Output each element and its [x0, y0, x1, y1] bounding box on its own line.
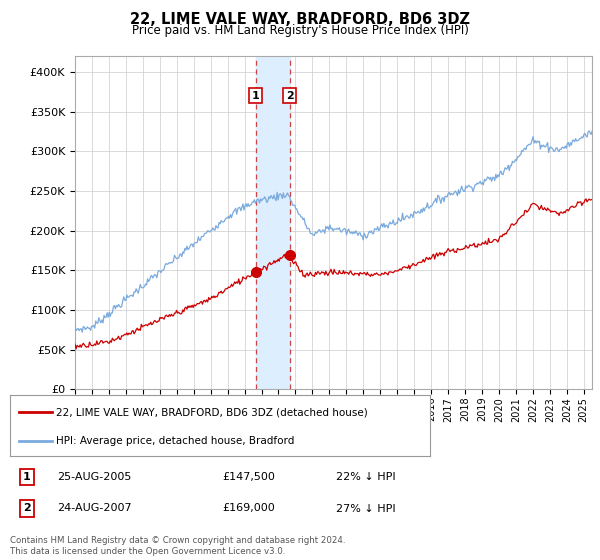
Text: 25-AUG-2005: 25-AUG-2005: [57, 472, 131, 482]
Text: 24-AUG-2007: 24-AUG-2007: [57, 503, 131, 514]
Text: 22% ↓ HPI: 22% ↓ HPI: [336, 472, 395, 482]
Text: 27% ↓ HPI: 27% ↓ HPI: [336, 503, 395, 514]
Text: £169,000: £169,000: [222, 503, 275, 514]
Text: HPI: Average price, detached house, Bradford: HPI: Average price, detached house, Brad…: [56, 436, 295, 446]
Text: 22, LIME VALE WAY, BRADFORD, BD6 3DZ (detached house): 22, LIME VALE WAY, BRADFORD, BD6 3DZ (de…: [56, 407, 368, 417]
Text: £147,500: £147,500: [222, 472, 275, 482]
Text: Contains HM Land Registry data © Crown copyright and database right 2024.
This d: Contains HM Land Registry data © Crown c…: [10, 536, 346, 556]
Text: 1: 1: [23, 472, 31, 482]
Bar: [256, 56, 290, 389]
Text: Price paid vs. HM Land Registry's House Price Index (HPI): Price paid vs. HM Land Registry's House …: [131, 24, 469, 36]
Text: 2: 2: [286, 91, 293, 101]
Text: 22, LIME VALE WAY, BRADFORD, BD6 3DZ: 22, LIME VALE WAY, BRADFORD, BD6 3DZ: [130, 12, 470, 27]
Text: 2: 2: [23, 503, 31, 514]
Text: 1: 1: [252, 91, 259, 101]
